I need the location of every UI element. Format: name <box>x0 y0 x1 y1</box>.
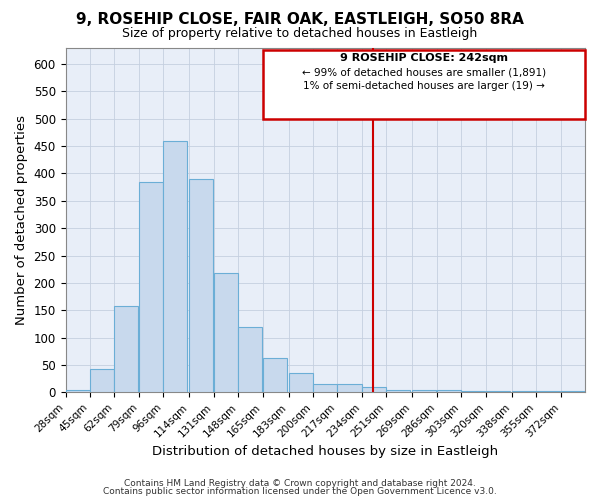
X-axis label: Distribution of detached houses by size in Eastleigh: Distribution of detached houses by size … <box>152 444 499 458</box>
Text: 9 ROSEHIP CLOSE: 242sqm: 9 ROSEHIP CLOSE: 242sqm <box>340 54 508 64</box>
Text: Contains HM Land Registry data © Crown copyright and database right 2024.: Contains HM Land Registry data © Crown c… <box>124 478 476 488</box>
Bar <box>386 390 410 392</box>
Bar <box>313 384 337 392</box>
Bar <box>115 306 139 392</box>
Bar <box>90 370 114 392</box>
Bar <box>412 390 436 392</box>
Y-axis label: Number of detached properties: Number of detached properties <box>15 115 28 325</box>
Bar <box>289 373 313 392</box>
Text: 9, ROSEHIP CLOSE, FAIR OAK, EASTLEIGH, SO50 8RA: 9, ROSEHIP CLOSE, FAIR OAK, EASTLEIGH, S… <box>76 12 524 28</box>
Bar <box>337 384 362 392</box>
Text: ← 99% of detached houses are smaller (1,891): ← 99% of detached houses are smaller (1,… <box>302 68 546 78</box>
FancyBboxPatch shape <box>263 50 585 118</box>
Bar <box>263 358 287 392</box>
Text: Size of property relative to detached houses in Eastleigh: Size of property relative to detached ho… <box>122 28 478 40</box>
Bar <box>65 390 89 392</box>
Text: Contains public sector information licensed under the Open Government Licence v3: Contains public sector information licen… <box>103 487 497 496</box>
Bar <box>139 182 163 392</box>
Bar <box>238 326 262 392</box>
Bar <box>163 140 187 392</box>
Bar <box>437 390 461 392</box>
Bar <box>362 387 386 392</box>
Text: 1% of semi-detached houses are larger (19) →: 1% of semi-detached houses are larger (1… <box>303 81 545 91</box>
Bar <box>189 179 214 392</box>
Bar <box>214 273 238 392</box>
